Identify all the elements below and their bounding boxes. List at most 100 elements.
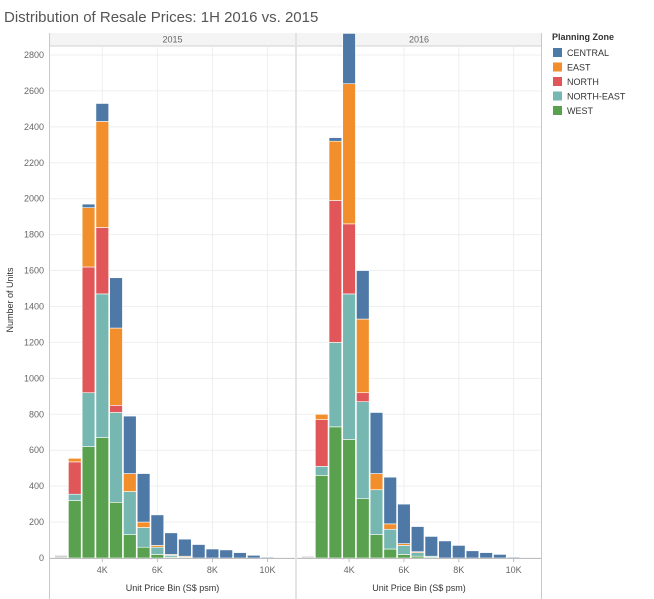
bar-segment <box>68 493 82 501</box>
bar-segment <box>95 437 109 559</box>
bar-segment <box>164 532 178 555</box>
bar-segment <box>328 137 343 142</box>
bar-segment <box>342 439 356 559</box>
bar-segment <box>260 556 275 559</box>
facet-header-bg <box>50 33 295 46</box>
bar-segment <box>410 526 425 553</box>
bar-segment <box>452 545 466 559</box>
legend-swatch <box>553 62 562 72</box>
bar-segment <box>342 293 356 440</box>
bar-segment <box>465 550 480 559</box>
bar-segment <box>54 555 68 559</box>
bar-segment <box>109 412 123 503</box>
legend: Planning Zone CENTRAL EAST NORTH NORTH-EAST… <box>552 32 626 116</box>
legend-swatch <box>553 77 562 86</box>
bar-segment <box>383 548 397 559</box>
bar-segment <box>136 521 151 528</box>
bar-segment <box>95 103 109 122</box>
bar-segment <box>136 473 151 523</box>
bar-segment <box>81 207 96 268</box>
bar-segment <box>81 203 96 208</box>
bar-segment <box>109 502 123 559</box>
bar-segment <box>301 555 315 559</box>
bar-segment <box>369 489 384 535</box>
bar-segment <box>342 33 356 85</box>
panels-layer: 0 200 400 600 800 1000 1200 1400 1600 1800 2000 220… <box>24 33 542 599</box>
bar-segment <box>95 121 109 228</box>
y-tick-label: 1000 <box>24 373 44 383</box>
bar-segment <box>315 466 329 476</box>
x-tick-label: 8K <box>453 565 464 575</box>
bar-segment <box>178 538 192 557</box>
bar-segment <box>150 546 165 555</box>
facet-label: 2016 <box>409 35 429 45</box>
bar-segment <box>397 503 411 544</box>
y-tick-label: 600 <box>29 445 44 455</box>
facet-header-bg <box>297 33 541 46</box>
bar-segment <box>383 523 397 530</box>
bar-segment <box>383 476 397 525</box>
bar-segment <box>397 545 411 555</box>
bar-segment <box>479 552 493 559</box>
bar-segment <box>191 544 206 559</box>
x-axis-title: Unit Price Bin (S$ psm) <box>372 583 466 593</box>
y-tick-label: 2600 <box>24 86 44 96</box>
x-tick-label: 6K <box>152 565 163 575</box>
panel-2015: 2015 4K 6K 8K 10K Unit Price Bin (S$ psm) <box>50 33 295 593</box>
y-tick-label: 0 <box>39 553 44 563</box>
bar-segment <box>342 83 356 225</box>
y-tick-label: 2400 <box>24 122 44 132</box>
bar-segment <box>136 527 151 548</box>
bar-segment <box>95 227 109 295</box>
y-tick-label: 400 <box>29 481 44 491</box>
x-tick-label: 10K <box>259 565 275 575</box>
bar-segment <box>356 318 370 394</box>
bar-segment <box>109 327 123 406</box>
x-tick-label: 10K <box>506 565 522 575</box>
bar-segment <box>369 412 384 474</box>
y-tick-label: 2200 <box>24 158 44 168</box>
bar-segment <box>68 461 82 495</box>
bar-segment <box>356 498 370 559</box>
bar-segment <box>493 554 507 559</box>
bar-segment <box>315 475 329 559</box>
legend-swatch <box>553 91 562 101</box>
bar-segment <box>109 404 123 413</box>
bar-segment <box>356 270 370 320</box>
bar-segment <box>81 392 96 447</box>
bar-segment <box>342 223 356 295</box>
bar-segment <box>315 419 329 467</box>
x-tick-label: 8K <box>207 565 218 575</box>
bar-segment <box>424 536 438 557</box>
legend-label: EAST <box>567 63 591 73</box>
bar-segment <box>205 548 220 559</box>
bar-segment <box>315 413 329 420</box>
legend-title: Planning Zone <box>552 32 614 42</box>
bar-segment <box>123 491 137 535</box>
bar-segment <box>356 401 370 500</box>
bar-segment <box>506 556 521 559</box>
bar-segment <box>81 266 96 394</box>
bar-segment <box>219 549 233 559</box>
bar-segment <box>233 552 247 559</box>
bar-segment <box>247 555 261 559</box>
facet-label: 2015 <box>162 35 182 45</box>
legend-label: NORTH-EAST <box>567 92 626 102</box>
bar-segment <box>150 554 165 559</box>
bar-segment <box>410 552 425 557</box>
x-axis-title: Unit Price Bin (S$ psm) <box>126 583 220 593</box>
bar-segment <box>438 540 452 559</box>
bar-segment <box>356 392 370 403</box>
x-tick-label: 4K <box>97 565 108 575</box>
legend-swatch <box>553 106 562 115</box>
legend-label: NORTH <box>567 77 599 87</box>
bar-segment <box>123 534 137 559</box>
y-tick-label: 1400 <box>24 301 44 311</box>
y-tick-label: 1200 <box>24 337 44 347</box>
y-tick-label: 200 <box>29 517 44 527</box>
legend-label: CENTRAL <box>567 48 609 58</box>
bar-segment <box>136 546 151 559</box>
bar-segment <box>81 446 96 559</box>
